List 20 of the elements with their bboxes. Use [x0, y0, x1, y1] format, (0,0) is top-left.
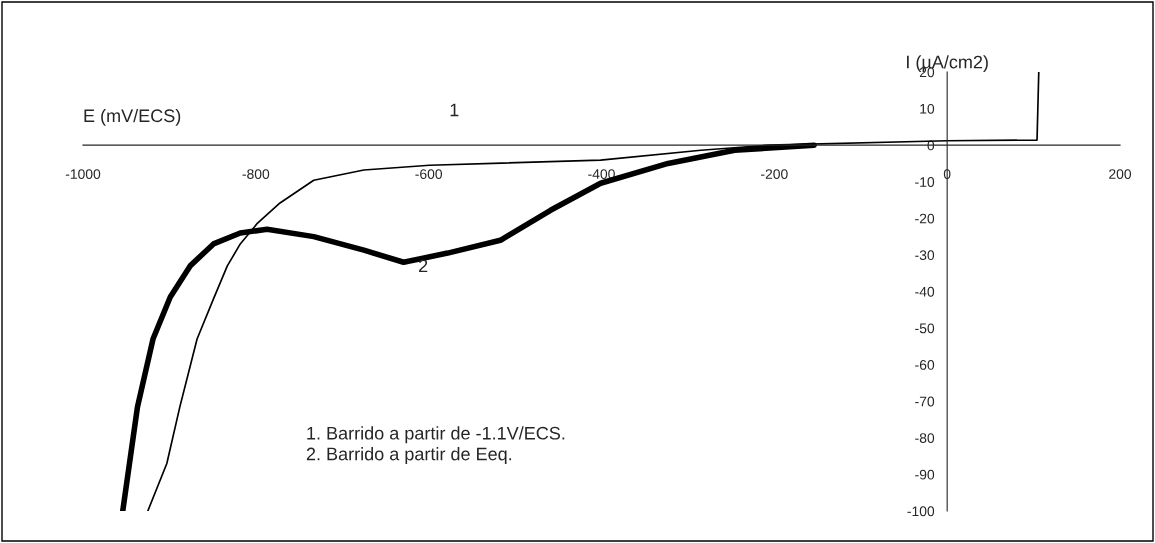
y-tick-label: -30	[915, 250, 935, 261]
y-tick-label: -50	[915, 323, 935, 334]
y-tick-label: -20	[915, 213, 935, 224]
x-tick-label: -200	[761, 169, 788, 179]
annotation: 2	[419, 259, 428, 273]
annotation: 1. Barrido a partir de -1.1V/ECS. 2. Barrido a partir de Eeq.	[306, 426, 565, 464]
y-tick-label: -60	[915, 360, 935, 370]
x-tick-label: -800	[242, 169, 270, 179]
x-tick-label: -600	[415, 169, 443, 179]
x-tick-label: 200	[1109, 169, 1132, 179]
x-axis-title: E (mV/ECS)	[84, 108, 181, 126]
y-tick-label: -90	[915, 469, 935, 480]
y-tick-label: -40	[915, 286, 935, 297]
y-tick-label: -10	[915, 177, 935, 187]
y-tick-label: -80	[915, 433, 935, 443]
y-tick-label: -100	[907, 506, 935, 517]
x-tick-label: -1000	[65, 169, 101, 179]
annotation: 1	[450, 103, 459, 117]
y-tick-label: -70	[915, 396, 935, 407]
y-tick-label: 10	[920, 103, 935, 114]
